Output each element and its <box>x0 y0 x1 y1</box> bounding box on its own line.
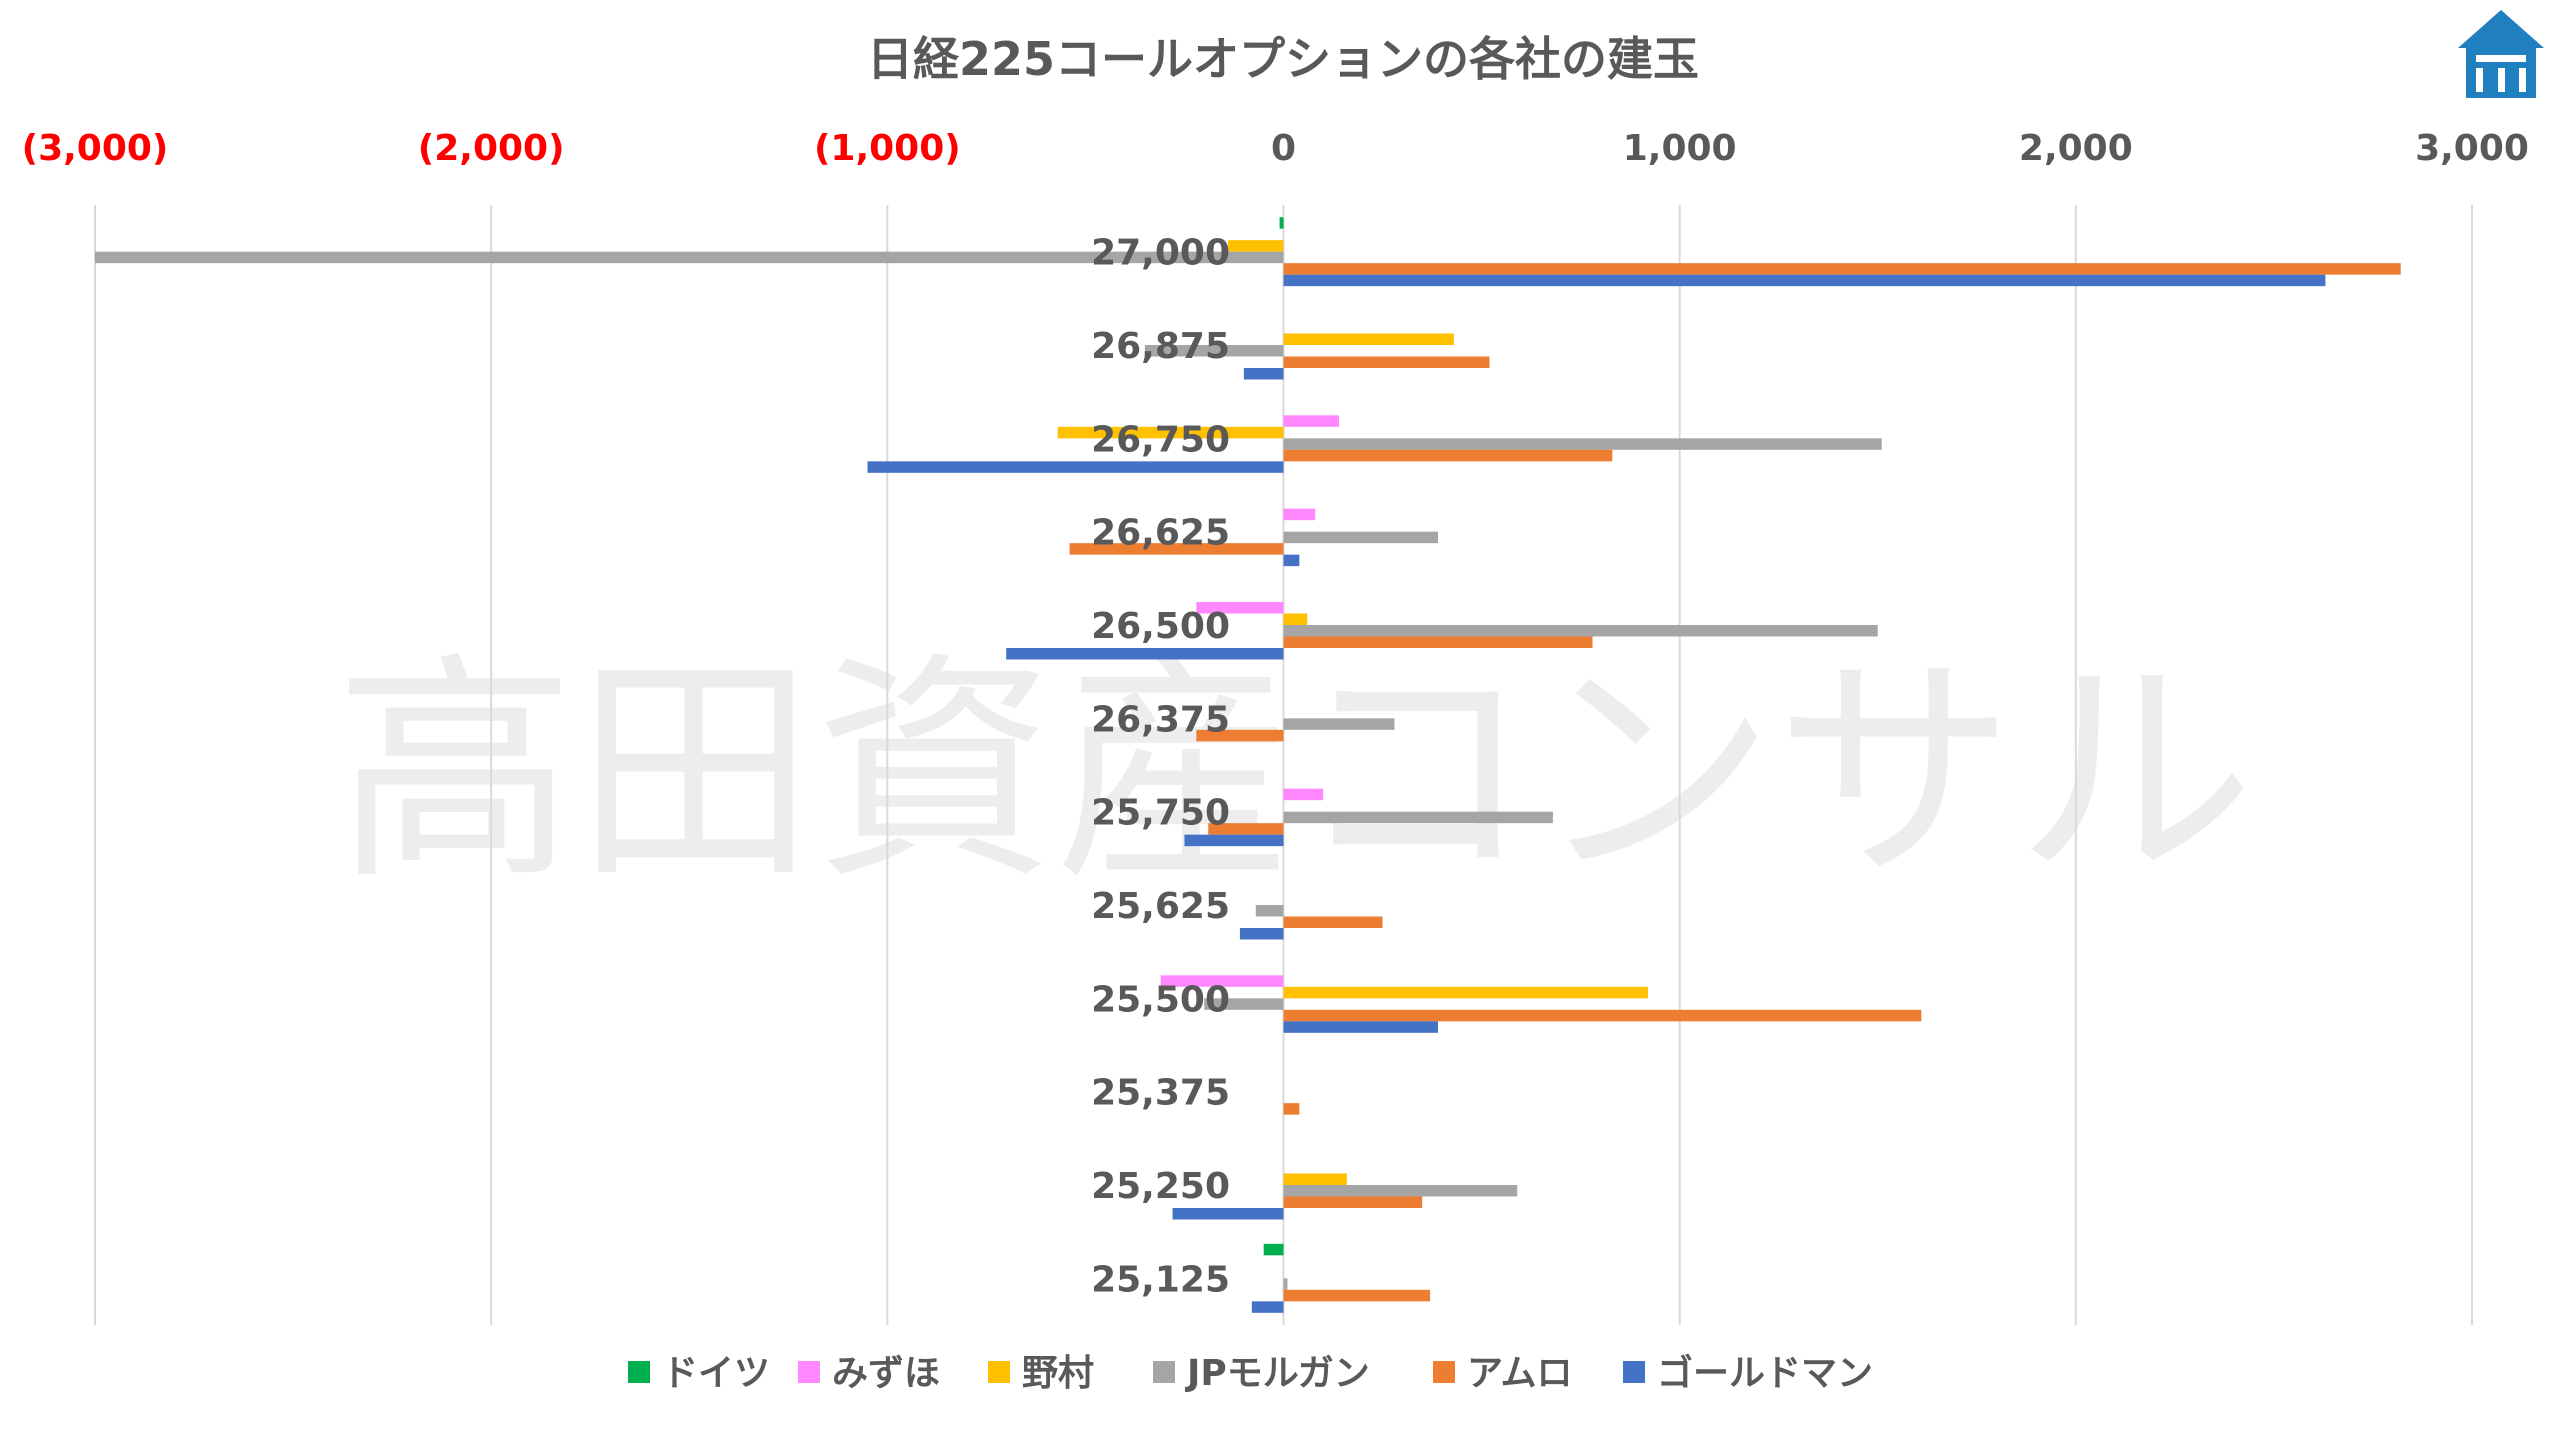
bar <box>1228 240 1284 252</box>
watermark-text: 高田資産コンサル <box>335 632 2255 912</box>
category-label: 26,500 <box>1091 606 1230 647</box>
category-label: 26,750 <box>1091 419 1230 460</box>
category-label: 25,625 <box>1091 886 1230 927</box>
bar <box>1283 356 1490 368</box>
category-label: 25,250 <box>1091 1166 1230 1207</box>
bar <box>1283 274 2326 287</box>
axis-tick-labels: (3,000) (2,000) (1,000) 0 1,000 2,000 3,000 <box>22 128 2529 169</box>
bar <box>1057 426 1284 439</box>
bar <box>1283 438 1882 450</box>
bar <box>1283 263 2401 275</box>
logo-roof-shape <box>2458 10 2544 48</box>
bar <box>1283 1103 1300 1115</box>
bar <box>1283 916 1383 928</box>
bar <box>1196 602 1284 614</box>
bar <box>1283 415 1339 427</box>
category-label: 25,500 <box>1091 979 1230 1020</box>
category-label: 25,750 <box>1091 793 1230 834</box>
bar <box>1283 636 1593 648</box>
logo-line-shape <box>2476 55 2526 62</box>
x-tick-label: 2,000 <box>2019 128 2133 169</box>
category-labels: 27,000 26,875 26,750 26,625 26,500 26,375 25,7… <box>1091 233 1230 1301</box>
bar <box>1279 217 1284 229</box>
x-tick-label: 0 <box>1271 128 1296 169</box>
category-label: 27,000 <box>1091 233 1230 274</box>
bar <box>1172 1208 1284 1220</box>
bar <box>1283 1021 1439 1033</box>
category-label: 25,375 <box>1091 1073 1230 1114</box>
bar <box>1196 729 1284 742</box>
x-tick-label: (2,000) <box>418 128 565 169</box>
bar <box>1283 554 1300 567</box>
chart-title: 日経225コールオプションの各社の建玉 <box>867 32 1699 86</box>
logo-pillar-right <box>2519 68 2526 92</box>
legend-swatch <box>798 1361 820 1383</box>
x-tick-label: 1,000 <box>1623 128 1737 169</box>
legend-label: 野村 <box>1022 1353 1094 1394</box>
bar <box>1204 998 1284 1010</box>
bar <box>1160 975 1284 987</box>
bar <box>1283 718 1395 730</box>
legend-label: JPモルガン <box>1184 1353 1370 1394</box>
bar <box>1283 531 1439 544</box>
legend-swatch <box>1153 1361 1175 1383</box>
legend: ドイツ みずほ 野村 JPモルガン アムロ ゴールドマン <box>628 1352 1873 1394</box>
bar <box>1283 333 1454 345</box>
legend-swatch <box>1433 1361 1455 1383</box>
bar <box>1283 1173 1347 1185</box>
x-tick-label: 3,000 <box>2415 128 2529 169</box>
bar <box>1283 625 1878 637</box>
bar <box>1283 449 1613 462</box>
x-tick-label: (3,000) <box>22 128 169 169</box>
bar <box>1283 613 1308 625</box>
category-label: 25,125 <box>1091 1259 1230 1300</box>
bar <box>1283 811 1553 824</box>
legend-label: アムロ <box>1467 1353 1572 1394</box>
bar <box>1283 788 1324 801</box>
bar-group <box>95 217 2401 1313</box>
bar <box>1251 1301 1284 1313</box>
bar <box>1243 368 1284 380</box>
bar <box>1239 928 1284 940</box>
legend-label: みずほ <box>832 1353 940 1394</box>
gridlines <box>94 205 2473 1325</box>
bar <box>95 251 1284 264</box>
bar <box>1255 905 1284 917</box>
x-tick-label: (1,000) <box>814 128 961 169</box>
bar <box>1283 1009 1922 1022</box>
bar <box>1069 543 1284 555</box>
takata-logo <box>2458 10 2544 98</box>
bar <box>1208 823 1284 835</box>
bar <box>1006 648 1284 660</box>
bar <box>1283 1278 1288 1290</box>
bar <box>1283 1185 1518 1197</box>
legend-swatch <box>628 1361 650 1383</box>
bar <box>867 461 1284 473</box>
category-label: 26,875 <box>1091 326 1230 367</box>
legend-swatch <box>1623 1361 1645 1383</box>
bar <box>1263 1243 1284 1256</box>
bar <box>1283 986 1648 999</box>
bar <box>1144 345 1284 357</box>
logo-pillar-left <box>2476 68 2483 92</box>
bar <box>1283 1196 1423 1208</box>
bar <box>1283 508 1316 521</box>
legend-label: ゴールドマン <box>1657 1352 1873 1394</box>
legend-label: ドイツ <box>662 1353 770 1394</box>
bar <box>1184 834 1284 847</box>
category-label: 26,625 <box>1091 513 1230 554</box>
legend-swatch <box>988 1361 1010 1383</box>
bar <box>1283 1289 1431 1302</box>
category-label: 26,375 <box>1091 699 1230 740</box>
logo-pillar-mid <box>2498 68 2505 92</box>
